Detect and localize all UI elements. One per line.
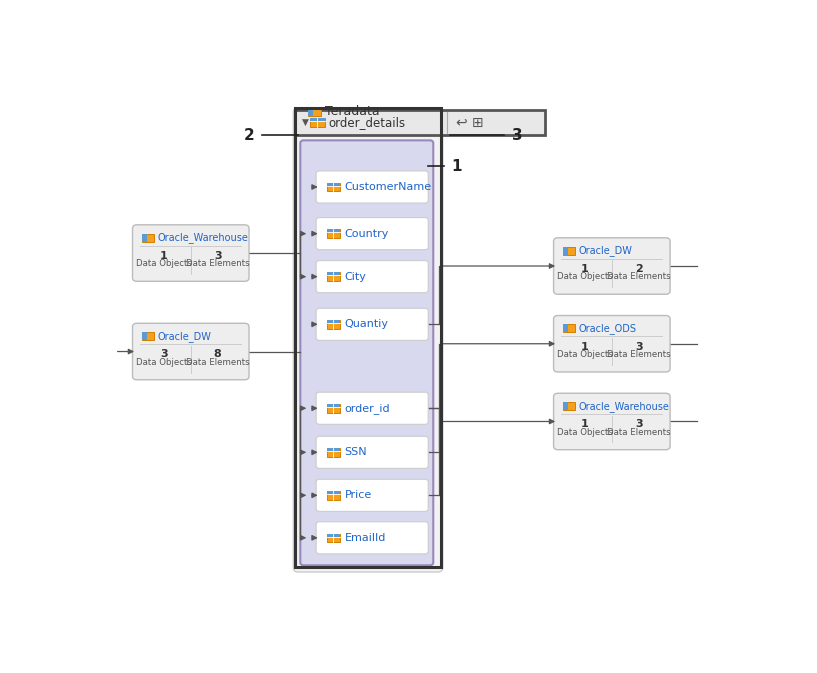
Text: Data Elements: Data Elements (185, 357, 249, 367)
FancyBboxPatch shape (564, 402, 568, 410)
Text: Oracle_DW: Oracle_DW (158, 331, 212, 342)
FancyBboxPatch shape (142, 234, 147, 242)
Text: Oracle_Warehouse: Oracle_Warehouse (579, 400, 670, 412)
Text: City: City (345, 272, 367, 281)
Text: 1: 1 (160, 251, 167, 261)
Text: 3: 3 (160, 349, 167, 359)
FancyBboxPatch shape (310, 118, 324, 121)
FancyBboxPatch shape (327, 491, 340, 499)
Text: 1: 1 (452, 159, 462, 174)
FancyBboxPatch shape (316, 217, 428, 250)
Text: 3: 3 (214, 251, 221, 261)
FancyBboxPatch shape (327, 534, 340, 536)
FancyBboxPatch shape (295, 110, 546, 135)
Text: Data Elements: Data Elements (185, 259, 249, 268)
FancyBboxPatch shape (142, 234, 154, 242)
FancyBboxPatch shape (293, 108, 443, 572)
Text: 3: 3 (635, 419, 642, 429)
FancyBboxPatch shape (327, 320, 340, 323)
FancyBboxPatch shape (564, 247, 575, 254)
FancyBboxPatch shape (554, 238, 670, 294)
Text: Country: Country (345, 229, 389, 239)
Text: Quantiy: Quantiy (345, 319, 389, 329)
FancyBboxPatch shape (327, 273, 340, 275)
FancyBboxPatch shape (564, 324, 568, 332)
Text: Price: Price (345, 491, 372, 500)
Text: 2: 2 (243, 128, 254, 143)
Text: Data Objects: Data Objects (136, 357, 192, 367)
Text: Teradata: Teradata (325, 106, 380, 118)
FancyBboxPatch shape (142, 332, 154, 341)
Text: 1: 1 (581, 342, 589, 351)
Text: EmailId: EmailId (345, 533, 386, 543)
Text: Data Elements: Data Elements (607, 427, 671, 437)
Text: ▼: ▼ (301, 118, 309, 127)
FancyBboxPatch shape (316, 522, 428, 554)
FancyBboxPatch shape (327, 229, 340, 232)
FancyBboxPatch shape (327, 182, 340, 186)
Text: Data Objects: Data Objects (557, 427, 613, 437)
Text: Data Elements: Data Elements (607, 350, 671, 359)
FancyBboxPatch shape (316, 171, 428, 203)
FancyBboxPatch shape (554, 393, 670, 450)
FancyBboxPatch shape (132, 323, 249, 380)
Text: Oracle_ODS: Oracle_ODS (579, 323, 637, 334)
Text: 3: 3 (635, 342, 642, 351)
FancyBboxPatch shape (132, 225, 249, 281)
FancyBboxPatch shape (327, 404, 340, 413)
Text: 1: 1 (581, 264, 589, 274)
FancyBboxPatch shape (310, 118, 324, 127)
FancyBboxPatch shape (327, 273, 340, 281)
Text: Oracle_Warehouse: Oracle_Warehouse (158, 232, 248, 243)
FancyBboxPatch shape (301, 141, 433, 565)
FancyBboxPatch shape (142, 332, 147, 341)
Text: order_details: order_details (328, 116, 405, 129)
Text: Data Elements: Data Elements (607, 272, 671, 281)
FancyBboxPatch shape (308, 108, 321, 116)
Text: Data Objects: Data Objects (136, 259, 192, 268)
FancyBboxPatch shape (308, 108, 313, 116)
FancyBboxPatch shape (327, 491, 340, 494)
Text: Data Objects: Data Objects (557, 350, 613, 359)
FancyBboxPatch shape (327, 404, 340, 407)
FancyBboxPatch shape (316, 392, 428, 425)
FancyBboxPatch shape (564, 247, 568, 254)
FancyBboxPatch shape (554, 316, 670, 372)
Text: order_id: order_id (345, 403, 391, 414)
Text: 1: 1 (581, 419, 589, 429)
FancyBboxPatch shape (327, 534, 340, 542)
Text: Data Objects: Data Objects (557, 272, 613, 281)
Text: 3: 3 (511, 128, 522, 143)
Text: CustomerName: CustomerName (345, 182, 431, 192)
FancyBboxPatch shape (327, 229, 340, 238)
Text: ⊞: ⊞ (471, 116, 484, 130)
FancyBboxPatch shape (564, 324, 575, 332)
FancyBboxPatch shape (327, 182, 340, 191)
FancyBboxPatch shape (564, 402, 575, 410)
FancyBboxPatch shape (327, 448, 340, 456)
FancyBboxPatch shape (327, 320, 340, 328)
Text: 2: 2 (635, 264, 643, 274)
Text: ↩: ↩ (455, 116, 467, 130)
Text: Oracle_DW: Oracle_DW (579, 245, 633, 256)
FancyBboxPatch shape (316, 308, 428, 341)
Text: SSN: SSN (345, 448, 368, 458)
FancyBboxPatch shape (316, 260, 428, 293)
Text: 8: 8 (214, 349, 221, 359)
FancyBboxPatch shape (327, 448, 340, 451)
FancyBboxPatch shape (316, 436, 428, 468)
FancyBboxPatch shape (316, 479, 428, 511)
